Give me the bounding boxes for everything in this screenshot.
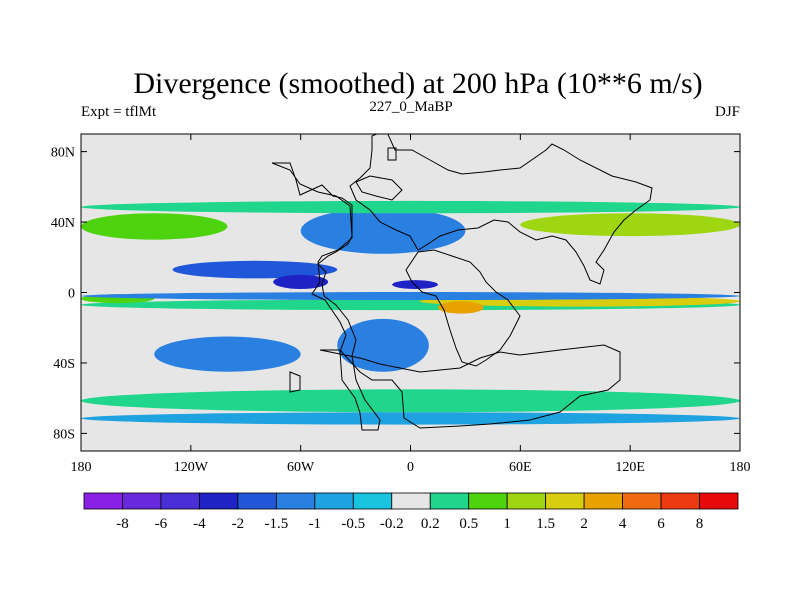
colorbar-label-1: -6 xyxy=(155,516,168,532)
colorbar-swatch-14 xyxy=(622,492,662,510)
colorbar-swatch-10 xyxy=(468,492,508,510)
x-tick-label-6: 180 xyxy=(730,460,751,475)
y-tick-label-3: 40S xyxy=(53,357,75,372)
colorbar-swatch-8 xyxy=(391,492,431,510)
colorbar-swatch-3 xyxy=(199,492,239,510)
colorbar-label-13: 4 xyxy=(619,516,627,532)
colorbar-label-3: -2 xyxy=(232,516,245,532)
colorbar-label-15: 8 xyxy=(696,516,704,532)
colorbar-swatch-9 xyxy=(429,492,470,510)
subtitle-left: Expt = tflMt xyxy=(81,104,157,120)
x-tick-label-1: 120W xyxy=(174,460,209,475)
colorbar-swatch-11 xyxy=(506,492,547,510)
colorbar-swatch-1 xyxy=(122,492,162,510)
y-tick-label-4: 80S xyxy=(53,427,75,442)
contour-region-12 xyxy=(154,336,301,372)
x-tick-label-0: 180 xyxy=(71,460,92,475)
colorbar-label-0: -8 xyxy=(116,516,129,532)
contour-region-4 xyxy=(172,260,338,279)
colorbar: -8 -6 -4 -2 -1.5 -1 -0.5 -0.2 0.2 0.5 1 1.5 2 4 6 8 xyxy=(83,492,739,532)
contour-region-2 xyxy=(437,301,484,314)
colorbar-swatch-5 xyxy=(275,492,316,510)
x-tick-label-5: 120E xyxy=(615,460,645,475)
colorbar-swatch-13 xyxy=(583,492,623,510)
contour-region-8 xyxy=(300,207,466,254)
colorbar-swatch-16 xyxy=(699,492,739,510)
colorbar-label-10: 1 xyxy=(503,516,511,532)
colorbar-swatch-15 xyxy=(660,492,700,510)
colorbar-swatch-7 xyxy=(352,492,393,510)
chart-title: Divergence (smoothed) at 200 hPa (10**6 … xyxy=(133,67,702,100)
colorbar-label-6: -0.5 xyxy=(341,516,365,532)
contour-region-10 xyxy=(520,213,740,237)
subtitle-center: 227_0_MaBP xyxy=(369,99,452,115)
map-field xyxy=(81,134,740,451)
colorbar-swatch-4 xyxy=(237,492,277,510)
contour-region-9 xyxy=(81,213,228,240)
contour-region-15 xyxy=(81,412,740,425)
colorbar-swatch-6 xyxy=(314,492,354,510)
colorbar-label-12: 2 xyxy=(580,516,588,532)
colorbar-label-8: 0.2 xyxy=(421,516,440,532)
colorbar-swatch-12 xyxy=(545,492,585,510)
y-tick-label-0: 80N xyxy=(51,146,75,161)
contour-region-11 xyxy=(81,200,740,214)
colorbar-label-11: 1.5 xyxy=(536,516,555,532)
x-tick-label-4: 60E xyxy=(509,460,532,475)
subtitle-right: DJF xyxy=(715,104,740,120)
x-tick-label-3: 0 xyxy=(407,460,414,475)
contour-region-14 xyxy=(81,389,740,413)
colorbar-label-14: 6 xyxy=(657,516,665,532)
colorbar-swatch-2 xyxy=(160,492,200,510)
colorbar-label-9: 0.5 xyxy=(459,516,478,532)
colorbar-label-7: -0.2 xyxy=(380,516,404,532)
y-tick-label-1: 40N xyxy=(51,216,75,231)
contour-region-5 xyxy=(273,274,329,289)
contour-region-16 xyxy=(81,292,740,301)
colorbar-label-4: -1.5 xyxy=(264,516,288,532)
axis-ticks: 180 120W 60W 0 60E 120E 180 80N 40N 0 40S 80S xyxy=(51,134,751,475)
colorbar-swatch-0 xyxy=(83,492,123,510)
colorbar-label-2: -4 xyxy=(193,516,206,532)
y-tick-label-2: 0 xyxy=(68,287,75,302)
x-tick-label-2: 60W xyxy=(287,460,315,475)
colorbar-label-5: -1 xyxy=(309,516,322,532)
continent-outline xyxy=(271,134,653,431)
